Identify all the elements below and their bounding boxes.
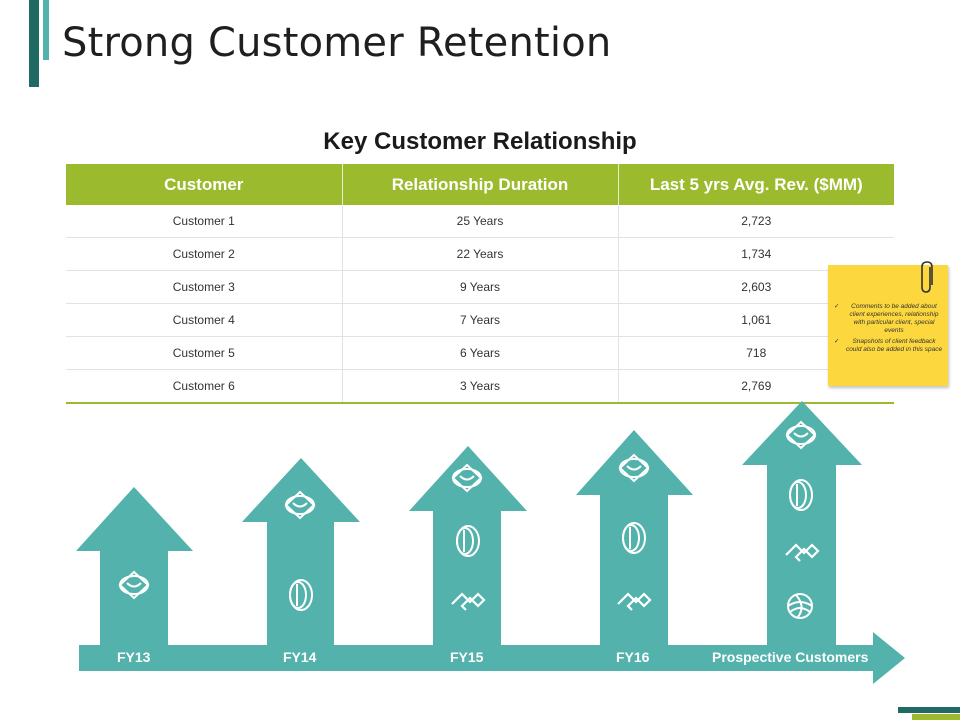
label-fy13: FY13 (117, 649, 151, 665)
table-row: Customer 2 22 Years 1,734 (66, 237, 894, 271)
label-prospective-customers: Prospective Customers (712, 649, 869, 665)
cell-customer: Customer 6 (66, 369, 343, 404)
table-header-row: Customer Relationship Duration Last 5 yr… (66, 164, 894, 205)
arrow-fy15 (409, 446, 527, 645)
arrow-fy14 (242, 458, 360, 645)
cell-customer: Customer 2 (66, 237, 343, 271)
cell-revenue: 2,723 (618, 205, 894, 238)
title-accent-bar-light (43, 0, 49, 60)
title-accent-bar-dark (29, 0, 39, 87)
cell-customer: Customer 5 (66, 336, 343, 370)
check-icon: ✓ (834, 338, 840, 345)
column-header-customer: Customer (66, 164, 343, 205)
sticky-note: ✓ Comments to be added about client expe… (828, 261, 948, 386)
cell-customer: Customer 4 (66, 303, 343, 337)
table-title: Key Customer Relationship (323, 128, 637, 155)
column-header-revenue: Last 5 yrs Avg. Rev. ($MM) (618, 164, 894, 205)
footer-accent-bar-dark (898, 707, 960, 713)
label-fy14: FY14 (283, 649, 317, 665)
table-row: Customer 6 3 Years 2,769 (66, 369, 894, 404)
table-row: Customer 1 25 Years 2,723 (66, 205, 894, 238)
cell-duration: 22 Years (342, 237, 619, 271)
cell-customer: Customer 1 (66, 205, 343, 238)
slide-title: Strong Customer Retention (62, 20, 612, 66)
arrow-prospective (742, 401, 862, 645)
arrow-fy16 (576, 430, 693, 645)
cell-duration: 7 Years (342, 303, 619, 337)
sticky-note-text: Comments to be added about client experi… (849, 303, 939, 334)
check-icon: ✓ (834, 303, 840, 310)
label-fy15: FY15 (450, 649, 484, 665)
sticky-note-list: ✓ Comments to be added about client expe… (834, 303, 944, 357)
arrow-fy13 (76, 487, 193, 645)
sticky-note-item: ✓ Snapshots of client feedback could als… (834, 338, 944, 354)
label-fy16: FY16 (616, 649, 650, 665)
cell-duration: 6 Years (342, 336, 619, 370)
cell-duration: 9 Years (342, 270, 619, 304)
paperclip-icon (921, 261, 933, 293)
column-header-duration: Relationship Duration (342, 164, 619, 205)
cell-duration: 3 Years (342, 369, 619, 404)
cell-customer: Customer 3 (66, 270, 343, 304)
sticky-note-item: ✓ Comments to be added about client expe… (834, 303, 944, 335)
footer-accent-bar-light (912, 714, 960, 720)
sticky-note-text: Snapshots of client feedback could also … (845, 338, 943, 353)
cell-duration: 25 Years (342, 205, 619, 238)
